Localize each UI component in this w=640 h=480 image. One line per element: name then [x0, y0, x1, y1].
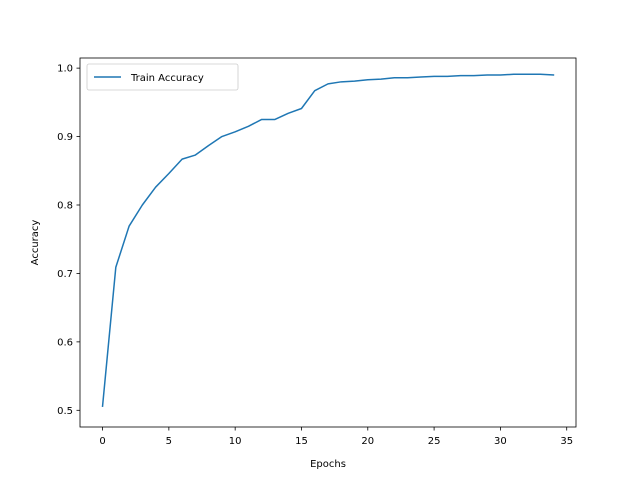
x-tick-label: 30 [494, 436, 507, 447]
x-axis-ticks: 0 5 10 15 20 25 30 35 [99, 427, 573, 447]
legend: Train Accuracy [86, 63, 239, 91]
x-tick-label: 5 [166, 436, 172, 447]
x-tick-label: 0 [99, 436, 105, 447]
x-tick-label: 10 [229, 436, 242, 447]
legend-box [86, 63, 239, 91]
y-tick-label: 0.6 [57, 337, 73, 348]
y-tick-label: 1.0 [57, 64, 73, 75]
x-tick-label: 25 [428, 436, 441, 447]
y-tick-label: 0.5 [57, 406, 73, 417]
x-axis-label: Epochs [310, 459, 346, 470]
y-tick-label: 0.7 [57, 269, 73, 280]
axes-frame [79, 57, 577, 428]
y-axis-label: Accuracy [30, 220, 41, 266]
y-tick-label: 0.9 [57, 132, 73, 143]
y-axis-ticks: 0.5 0.6 0.7 0.8 0.9 1.0 [57, 64, 80, 417]
x-tick-label: 20 [361, 436, 374, 447]
x-tick-label: 15 [295, 436, 308, 447]
y-tick-label: 0.8 [57, 201, 73, 212]
x-tick-label: 35 [560, 436, 573, 447]
legend-label: Train Accuracy [130, 73, 204, 84]
series-layer [101, 73, 555, 408]
